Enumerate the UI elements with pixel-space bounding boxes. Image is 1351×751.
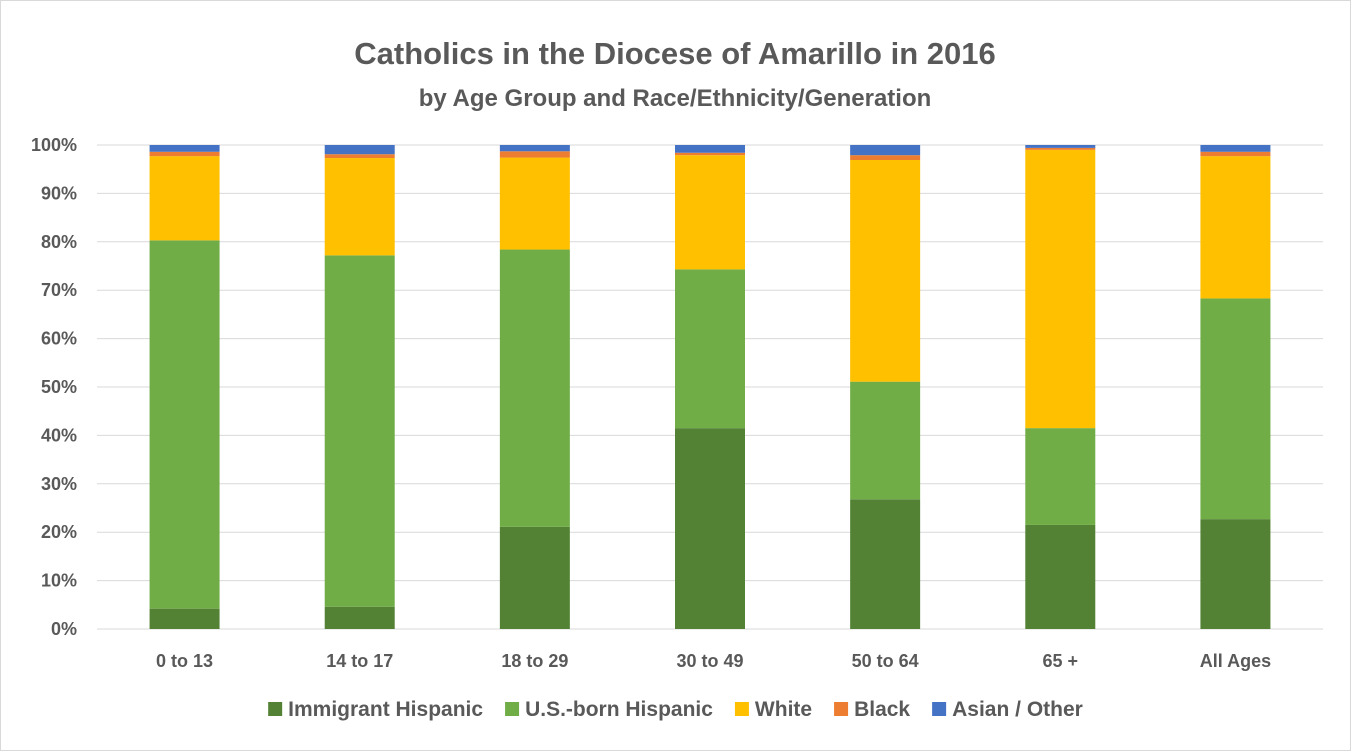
bar-segment — [675, 428, 745, 629]
legend-item: U.S.-born Hispanic — [505, 698, 713, 721]
legend-swatch — [932, 702, 947, 716]
x-tick-label: 0 to 13 — [156, 651, 213, 671]
bar-segment — [499, 157, 570, 250]
bar-segment — [149, 145, 220, 152]
legend-label: White — [755, 698, 812, 721]
bar-segment — [324, 158, 395, 256]
bar-segment — [850, 145, 921, 156]
legend-swatch — [734, 702, 749, 716]
chart-title: Catholics in the Diocese of Amarillo in … — [354, 36, 995, 71]
legend-label: Immigrant Hispanic — [288, 698, 483, 721]
legend: Immigrant Hispanic U.S.-born Hispanic Whit… — [268, 698, 1083, 721]
bar-segment — [675, 155, 745, 270]
x-tick-label: All Ages — [1200, 651, 1271, 671]
x-tick-label: 65 + — [1043, 651, 1079, 671]
legend-item: White — [734, 698, 812, 721]
bar-segment — [1025, 524, 1096, 629]
x-tick-label: 50 to 64 — [852, 651, 919, 671]
bar-segment — [850, 155, 921, 161]
bar-segment — [499, 249, 570, 527]
bar-segment — [324, 154, 395, 159]
y-tick-label: 30% — [41, 474, 77, 494]
y-tick-label: 100% — [31, 135, 77, 155]
bar-segment — [499, 151, 570, 158]
bar-segment — [1200, 519, 1271, 629]
legend-swatch — [268, 702, 283, 716]
legend-swatch — [505, 702, 520, 716]
bar-segment — [1025, 145, 1096, 148]
bar-segment — [1200, 156, 1271, 299]
bar-segment — [1200, 145, 1271, 152]
legend-swatch — [834, 702, 849, 716]
bar-segment — [675, 269, 745, 429]
legend-item: Asian / Other — [932, 698, 1083, 721]
y-tick-label: 0% — [51, 619, 77, 639]
legend-label: Asian / Other — [952, 698, 1083, 721]
y-tick-label: 70% — [41, 280, 77, 300]
bar-segment — [149, 156, 220, 241]
bar-segment — [1025, 149, 1096, 429]
legend-item: Immigrant Hispanic — [268, 698, 483, 721]
x-tick-label: 30 to 49 — [676, 651, 743, 671]
y-tick-label: 90% — [41, 183, 77, 203]
y-tick-label: 20% — [41, 522, 77, 542]
bar-segment — [850, 499, 921, 629]
bar-segment — [675, 152, 745, 156]
bar-segment — [499, 145, 570, 152]
bars — [149, 145, 1271, 629]
y-tick-label: 10% — [41, 571, 77, 591]
bar-segment — [149, 240, 220, 609]
bar-segment — [1200, 298, 1271, 520]
y-tick-label: 80% — [41, 232, 77, 252]
legend-label: U.S.-born Hispanic — [525, 698, 713, 721]
bar-segment — [1025, 147, 1096, 150]
chart-subtitle: by Age Group and Race/Ethnicity/Generati… — [419, 85, 932, 112]
bar-segment — [850, 381, 921, 500]
bar-segment — [324, 145, 395, 155]
bar-segment — [1200, 151, 1271, 157]
y-tick-label: 50% — [41, 377, 77, 397]
x-tick-label: 18 to 29 — [501, 651, 568, 671]
bar-segment — [149, 608, 220, 629]
bar-segment — [324, 255, 395, 607]
bar-segment — [149, 151, 220, 157]
bar-segment — [324, 606, 395, 629]
legend-item: Black — [834, 698, 910, 721]
bar-segment — [499, 526, 570, 629]
x-tick-label: 14 to 17 — [326, 651, 393, 671]
bar-segment — [1025, 428, 1096, 525]
y-tick-label: 60% — [41, 329, 77, 349]
y-axis-ticks: 0% 10% 20% 30% 40% 50% 60% 70% 80% 90% 100% — [31, 135, 77, 639]
x-axis-ticks: 0 to 13 14 to 17 18 to 29 30 to 49 50 to 64 6… — [156, 651, 1271, 671]
bar-segment — [675, 145, 745, 153]
legend-label: Black — [854, 698, 910, 721]
y-tick-label: 40% — [41, 425, 77, 445]
bar-segment — [850, 160, 921, 382]
